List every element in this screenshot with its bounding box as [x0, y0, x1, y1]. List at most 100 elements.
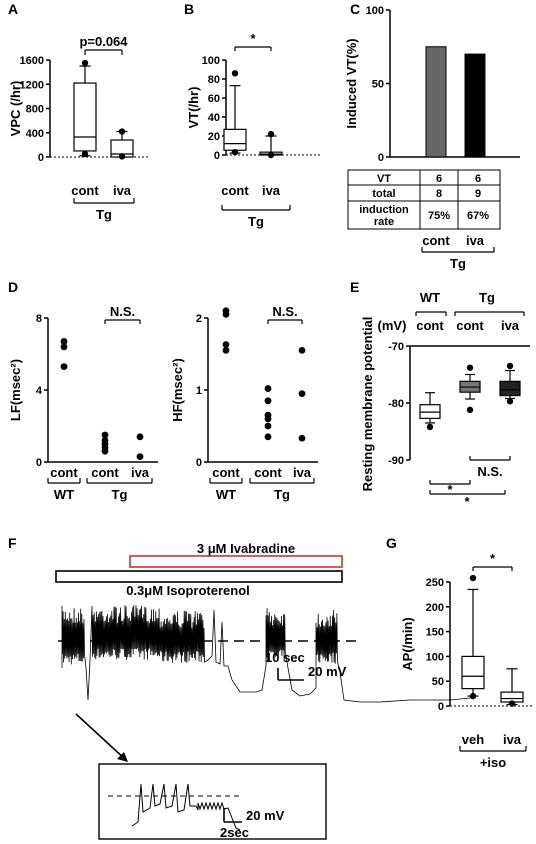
- c-y-label: Induced VT(%): [344, 38, 359, 128]
- e-sig1-label: *: [447, 482, 453, 497]
- e-y-label: Resting membrane potential: [360, 317, 375, 492]
- g-y-axis-tick-label-5: 250: [426, 577, 444, 589]
- d-lf-category-0: cont: [50, 465, 78, 480]
- a-significance-label: p=0.064: [79, 34, 128, 49]
- b-box-cont: [223, 70, 247, 156]
- b-box-iva-outlier-0: [267, 130, 275, 138]
- c-group-label: Tg: [450, 256, 466, 271]
- panel-label-e: E: [350, 279, 359, 295]
- c-table-label-total: total: [372, 188, 395, 200]
- c-bar-iva: [464, 53, 486, 158]
- b-category-iva: iva: [262, 183, 281, 198]
- f-scale-voltage: 20 mV: [308, 664, 347, 679]
- a-y-label: VPC (/hr): [8, 81, 23, 137]
- a-category-cont: cont: [71, 183, 99, 198]
- a-box-cont-box: [73, 82, 97, 152]
- b-box-cont-outlier-0: [231, 70, 239, 77]
- c-y-axis-tick-label-0: 0: [378, 152, 384, 164]
- c-table-cell-0-cont: 6: [436, 173, 442, 185]
- f-arrow-line: [75, 713, 127, 761]
- c-table-label-rate: rate: [374, 216, 394, 228]
- d-hf-y-axis-tick-label-0: 0: [196, 457, 202, 469]
- g-y-axis-tick-label-4: 200: [426, 602, 444, 614]
- e-box-2: [499, 362, 521, 405]
- g-box-veh-outlier-1: [469, 692, 477, 700]
- g-y-label: AP(/min): [400, 617, 415, 670]
- d-lf-point-1-0: [101, 431, 109, 439]
- panel-label-b: B: [184, 1, 194, 17]
- f-ivabradine-bar: [129, 555, 343, 568]
- d-lf-point-2-0: [136, 433, 144, 441]
- g-box-iva-outlier-0: [508, 700, 516, 707]
- a-group-label: Tg: [96, 207, 112, 222]
- e-box-1-outlier-1: [466, 364, 474, 371]
- e-group-tg-label: Tg: [479, 290, 495, 305]
- e-box-1-outlier-0: [466, 406, 474, 414]
- d-hf-point-2-0: [298, 347, 306, 354]
- b-y-axis-tick-label-2: 40: [208, 112, 220, 124]
- e-box-0-outlier-0: [426, 423, 434, 431]
- b-y-axis-tick-label-4: 80: [208, 74, 220, 86]
- g-box-iva: [500, 668, 524, 707]
- d-hf-point-2-1: [298, 390, 306, 397]
- panel-label-a: A: [8, 1, 18, 17]
- panel-label-c: C: [350, 1, 360, 17]
- e-sig2-label: *: [464, 494, 470, 509]
- b-y-label: VT(/hr): [186, 87, 201, 129]
- c-table-cell-2-cont: 75%: [428, 210, 450, 222]
- f-trace: [61, 605, 471, 703]
- d-lf-y-axis-tick-label-2: 8: [36, 313, 42, 325]
- a-box-cont: [73, 59, 97, 158]
- f-inset-box: [98, 763, 327, 840]
- d-lf-y-axis-tick-label-0: 0: [36, 457, 42, 469]
- a-y-axis-tick-label-3: 1200: [20, 79, 44, 91]
- f-inset-trace: [131, 783, 241, 831]
- d-lf-y-label: LF(msec²): [8, 359, 23, 421]
- d-lf-point-0-1: [60, 343, 68, 351]
- d-lf-group-wt-label: WT: [54, 487, 74, 502]
- a-box-cont-outlier-0: [81, 59, 89, 67]
- e-y-tick-label-0: -70: [388, 341, 404, 353]
- b-significance-label: *: [250, 31, 256, 46]
- d-hf-point-0-3: [222, 347, 230, 354]
- d-hf-significance-label: N.S.: [272, 304, 297, 319]
- d-lf-group-tg-label: Tg: [112, 487, 128, 502]
- c-y-axis-tick-label-2: 100: [366, 5, 384, 17]
- c-bar-cont: [425, 46, 447, 158]
- f-isoproterenol-bar: [55, 570, 343, 583]
- e-y-unit: (mV): [378, 318, 407, 333]
- b-box-iva: [259, 130, 283, 159]
- e-y-tick-label-1: -80: [388, 398, 404, 410]
- d-lf-category-1: cont: [91, 465, 119, 480]
- e-ns-label: N.S.: [477, 464, 502, 479]
- c-table-cell-1-cont: 8: [436, 188, 442, 200]
- d-hf-point-1-4: [264, 422, 272, 430]
- a-box-cont-outlier-1: [81, 150, 89, 158]
- f-scale-time: 10 sec: [265, 650, 305, 665]
- e-box-1: [459, 364, 481, 414]
- d-hf-point-1-5: [264, 433, 272, 441]
- d-lf-y-axis-tick-label-1: 4: [36, 385, 43, 397]
- d-hf-category-1: cont: [254, 465, 282, 480]
- c-table-cell-0-iva: 6: [475, 173, 481, 185]
- g-y-axis-tick-label-3: 150: [426, 627, 444, 639]
- d-hf-y-axis-tick-label-2: 2: [196, 313, 202, 325]
- a-category-iva: iva: [113, 183, 132, 198]
- d-lf-point-1-4: [101, 447, 109, 455]
- c-table-border: [347, 169, 501, 230]
- f-ivabradine-label: 3 μM Ivabradine: [197, 541, 295, 556]
- g-box-veh-outlier-0: [469, 574, 477, 582]
- b-group-label: Tg: [248, 214, 264, 229]
- e-box-2-box: [499, 380, 521, 397]
- e-category-0: cont: [416, 318, 444, 333]
- d-hf-category-0: cont: [212, 465, 240, 480]
- g-y-axis-tick-label-2: 100: [426, 651, 444, 663]
- b-category-cont: cont: [221, 183, 249, 198]
- panel-label-d: D: [8, 279, 18, 295]
- d-hf-point-1-3: [264, 415, 272, 423]
- d-hf-point-1-0: [264, 385, 272, 392]
- d-hf-group-tg-label: Tg: [274, 487, 290, 502]
- b-y-axis-tick-label-3: 60: [208, 93, 220, 105]
- d-hf-point-2-2: [298, 434, 306, 442]
